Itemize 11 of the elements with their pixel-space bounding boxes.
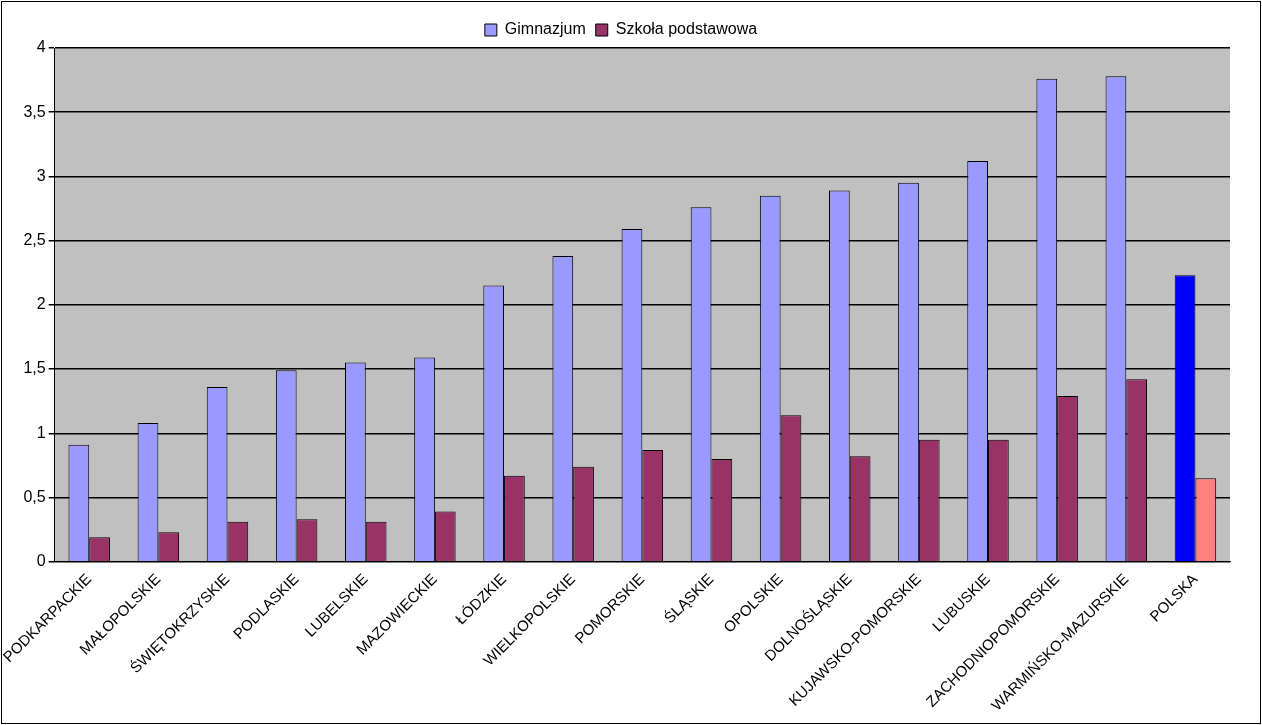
y-tick-label: 3 xyxy=(36,166,46,184)
y-tick-label: 1,5 xyxy=(23,359,46,377)
legend-label: Szkoła podstawowa xyxy=(615,20,758,38)
y-tick-label: 4 xyxy=(36,38,46,56)
y-tick-label: 2 xyxy=(36,295,46,313)
y-tick-label: 1 xyxy=(36,423,46,441)
legend-label: Gimnazjum xyxy=(504,20,586,38)
y-tick-label: 0,5 xyxy=(23,487,46,505)
y-tick-label: 2,5 xyxy=(23,231,46,249)
y-tick-label: 0 xyxy=(36,552,46,570)
y-tick-label: 3,5 xyxy=(23,102,46,120)
